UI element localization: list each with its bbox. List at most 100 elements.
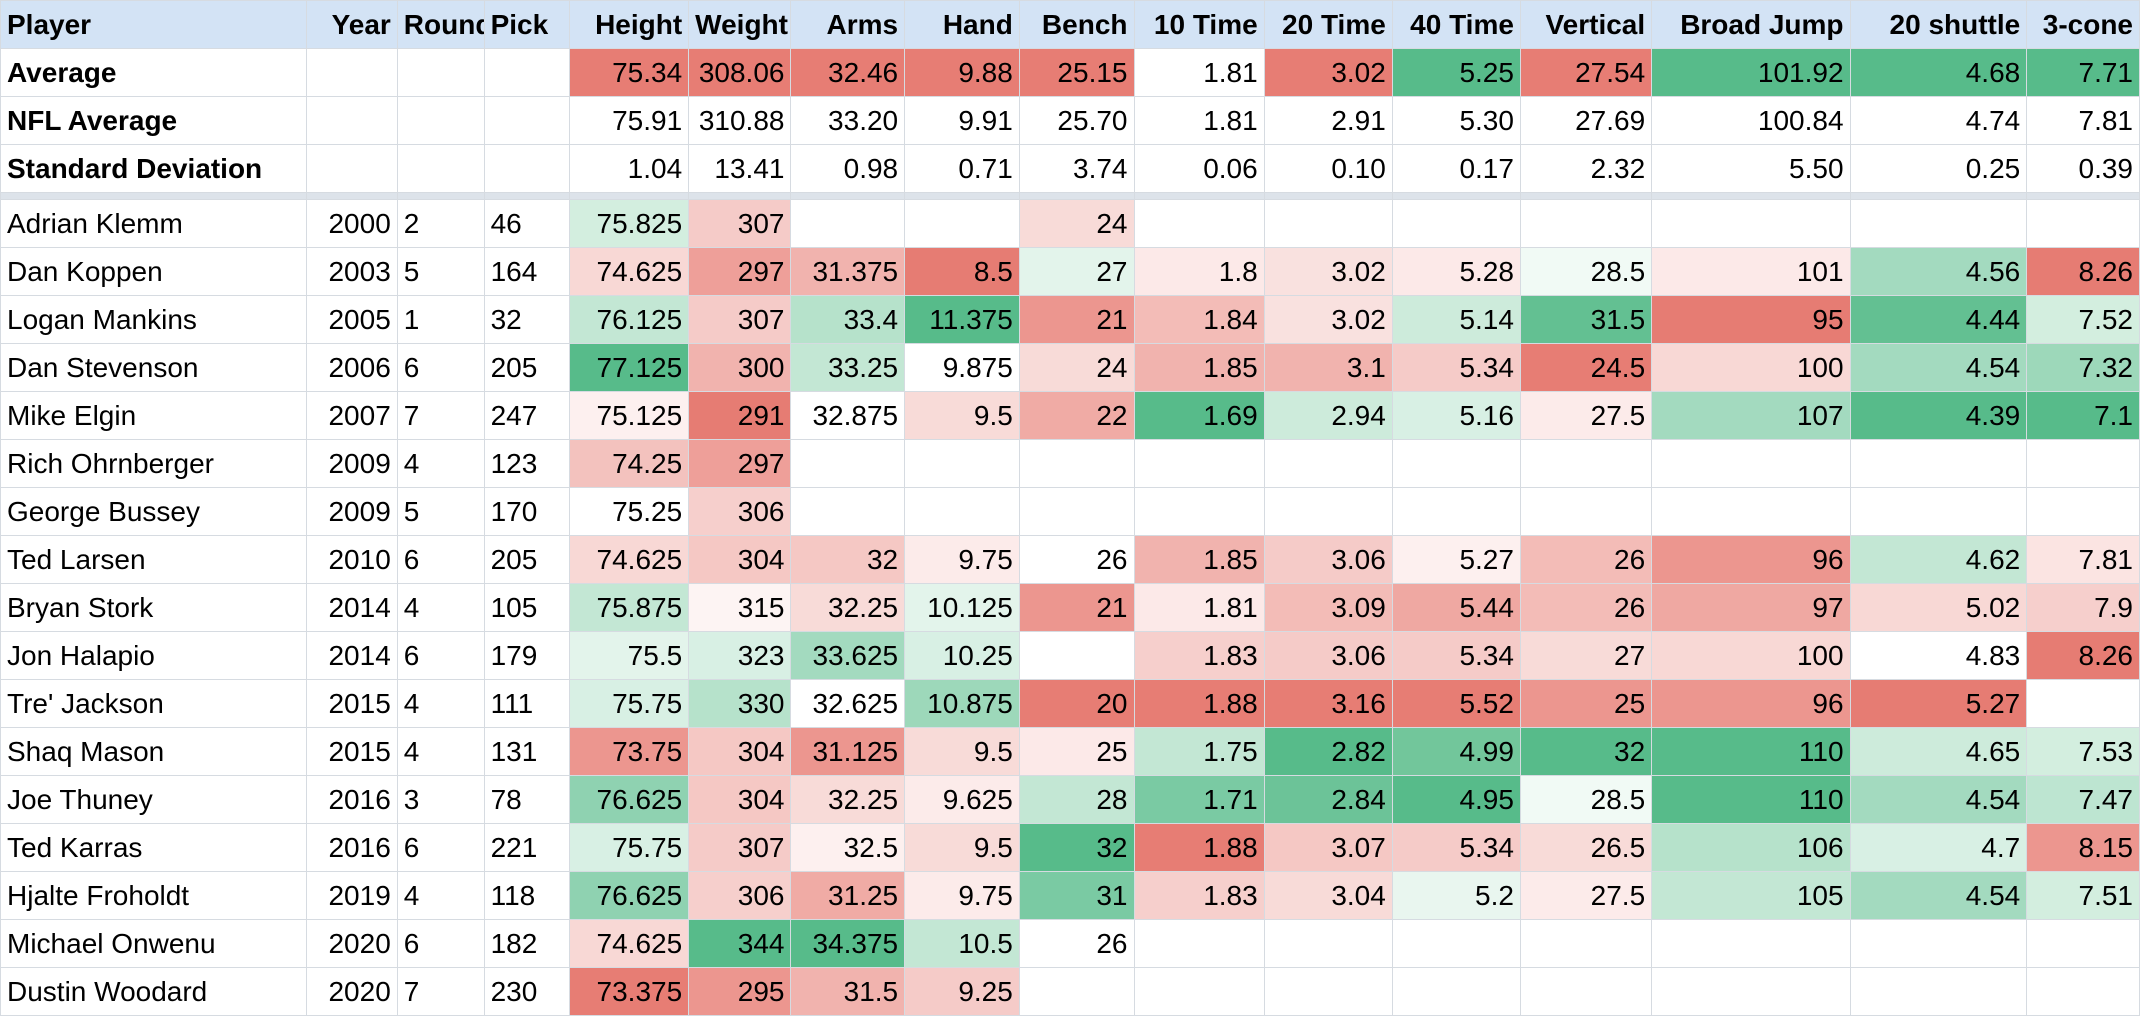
cell-3-cone[interactable]: 7.47 [2026, 775, 2140, 824]
cell-year[interactable] [305, 96, 398, 145]
cell-broad-jump[interactable]: 96 [1651, 535, 1851, 584]
cell-3-cone[interactable] [2026, 967, 2140, 1016]
row-label-cell[interactable]: Jon Halapio [0, 631, 307, 680]
cell-20-shuttle[interactable]: 0.25 [1849, 144, 2028, 193]
cell-20-time[interactable]: 2.84 [1263, 775, 1393, 824]
cell-round[interactable]: 7 [396, 391, 485, 440]
cell-vertical[interactable]: 27.54 [1519, 48, 1653, 97]
cell-40-time[interactable]: 5.28 [1391, 247, 1521, 296]
cell-vertical[interactable]: 26 [1519, 535, 1653, 584]
cell-hand[interactable]: 0.71 [904, 144, 1020, 193]
cell-10-time[interactable]: 1.84 [1133, 295, 1265, 344]
cell-10-time[interactable]: 1.83 [1133, 871, 1265, 920]
cell-pick[interactable]: 221 [483, 823, 571, 872]
cell-weight[interactable]: 13.41 [688, 144, 792, 193]
cell-20-time[interactable]: 3.06 [1263, 631, 1393, 680]
cell-vertical[interactable]: 28.5 [1519, 247, 1653, 296]
cell-hand[interactable]: 9.625 [904, 775, 1020, 824]
cell-20-time[interactable]: 2.91 [1263, 96, 1393, 145]
cell-bench[interactable]: 22 [1018, 391, 1135, 440]
row-label-cell[interactable]: Ted Karras [0, 823, 307, 872]
cell-3-cone[interactable] [2026, 487, 2140, 536]
cell-height[interactable]: 73.75 [569, 727, 690, 776]
cell-20-shuttle[interactable]: 4.7 [1849, 823, 2028, 872]
cell-height[interactable]: 74.25 [569, 439, 690, 488]
cell-year[interactable]: 2009 [305, 439, 398, 488]
cell-year[interactable]: 2015 [305, 727, 398, 776]
cell-weight[interactable]: 304 [688, 727, 792, 776]
cell-weight[interactable]: 304 [688, 775, 792, 824]
row-label-cell[interactable]: Tre' Jackson [0, 679, 307, 728]
cell-10-time[interactable]: 1.81 [1133, 583, 1265, 632]
cell-weight[interactable]: 323 [688, 631, 792, 680]
cell-hand[interactable]: 10.25 [904, 631, 1020, 680]
cell-20-shuttle[interactable]: 4.54 [1849, 775, 2028, 824]
cell-bench[interactable]: 24 [1018, 199, 1135, 248]
cell-height[interactable]: 77.125 [569, 343, 690, 392]
cell-3-cone[interactable] [2026, 199, 2140, 248]
cell-bench[interactable]: 26 [1018, 535, 1135, 584]
cell-20-time[interactable] [1263, 967, 1393, 1016]
cell-10-time[interactable]: 1.81 [1133, 48, 1265, 97]
cell-weight[interactable]: 300 [688, 343, 792, 392]
cell-pick[interactable]: 182 [483, 919, 571, 968]
cell-arms[interactable]: 34.375 [790, 919, 906, 968]
cell-10-time[interactable]: 1.8 [1133, 247, 1265, 296]
cell-vertical[interactable]: 24.5 [1519, 343, 1653, 392]
cell-hand[interactable]: 9.875 [904, 343, 1020, 392]
row-label-cell[interactable]: Dustin Woodard [0, 967, 307, 1016]
cell-weight[interactable]: 308.06 [688, 48, 792, 97]
cell-round[interactable]: 6 [396, 535, 485, 584]
cell-arms[interactable]: 31.375 [790, 247, 906, 296]
cell-20-time[interactable]: 3.07 [1263, 823, 1393, 872]
cell-vertical[interactable]: 25 [1519, 679, 1653, 728]
cell-20-shuttle[interactable]: 4.83 [1849, 631, 2028, 680]
cell-broad-jump[interactable]: 97 [1651, 583, 1851, 632]
cell-3-cone[interactable]: 7.52 [2026, 295, 2140, 344]
row-label-cell[interactable]: George Bussey [0, 487, 307, 536]
cell-hand[interactable] [904, 199, 1020, 248]
cell-round[interactable]: 5 [396, 487, 485, 536]
cell-pick[interactable]: 111 [483, 679, 571, 728]
cell-hand[interactable]: 9.25 [904, 967, 1020, 1016]
cell-arms[interactable] [790, 199, 906, 248]
cell-arms[interactable]: 33.4 [790, 295, 906, 344]
row-label-cell[interactable]: Adrian Klemm [0, 199, 307, 248]
cell-year[interactable]: 2014 [305, 631, 398, 680]
cell-20-time[interactable]: 3.09 [1263, 583, 1393, 632]
row-label-cell[interactable]: Standard Deviation [0, 144, 307, 193]
cell-height[interactable]: 75.34 [569, 48, 690, 97]
column-header-player[interactable]: Player [0, 0, 307, 49]
cell-broad-jump[interactable] [1651, 487, 1851, 536]
cell-round[interactable]: 6 [396, 919, 485, 968]
cell-10-time[interactable]: 1.85 [1133, 535, 1265, 584]
cell-3-cone[interactable]: 7.9 [2026, 583, 2140, 632]
cell-year[interactable]: 2014 [305, 583, 398, 632]
cell-3-cone[interactable]: 7.71 [2026, 48, 2140, 97]
row-label-cell[interactable]: Dan Koppen [0, 247, 307, 296]
cell-arms[interactable]: 32 [790, 535, 906, 584]
cell-hand[interactable]: 9.5 [904, 823, 1020, 872]
cell-20-time[interactable] [1263, 919, 1393, 968]
cell-10-time[interactable]: 1.75 [1133, 727, 1265, 776]
cell-bench[interactable]: 27 [1018, 247, 1135, 296]
cell-40-time[interactable] [1391, 439, 1521, 488]
cell-year[interactable]: 2006 [305, 343, 398, 392]
cell-hand[interactable]: 10.5 [904, 919, 1020, 968]
cell-year[interactable]: 2007 [305, 391, 398, 440]
cell-arms[interactable]: 33.25 [790, 343, 906, 392]
cell-hand[interactable]: 10.125 [904, 583, 1020, 632]
cell-10-time[interactable] [1133, 919, 1265, 968]
cell-vertical[interactable] [1519, 199, 1653, 248]
cell-40-time[interactable] [1391, 919, 1521, 968]
cell-3-cone[interactable] [2026, 919, 2140, 968]
cell-weight[interactable]: 297 [688, 247, 792, 296]
cell-40-time[interactable]: 5.2 [1391, 871, 1521, 920]
cell-broad-jump[interactable]: 110 [1651, 775, 1851, 824]
cell-vertical[interactable]: 28.5 [1519, 775, 1653, 824]
row-label-cell[interactable]: Michael Onwenu [0, 919, 307, 968]
cell-broad-jump[interactable] [1651, 967, 1851, 1016]
cell-height[interactable]: 75.825 [569, 199, 690, 248]
cell-20-shuttle[interactable]: 4.74 [1849, 96, 2028, 145]
cell-hand[interactable]: 9.91 [904, 96, 1020, 145]
